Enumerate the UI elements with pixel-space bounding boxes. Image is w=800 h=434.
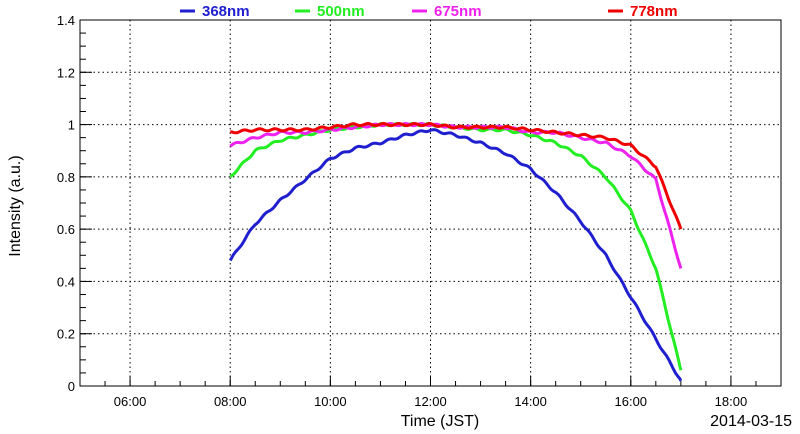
series-layer [228,122,683,382]
legend-item: 368nm [180,3,250,20]
series-line [229,122,683,371]
grid [80,20,781,386]
x-tick-label: 14:00 [514,394,547,409]
series-line [228,128,683,382]
legend-label: 500nm [317,3,365,20]
legend-item: 675nm [412,3,482,20]
x-axis-title: Time (JST) [401,413,480,430]
y-tick-label: 1.2 [57,65,75,80]
legend: 368nm 500nm 675nm 778nm [180,3,678,20]
y-tick-label: 1.4 [57,13,75,28]
x-tick-label: 12:00 [414,394,447,409]
series-778nm [229,122,683,230]
y-tick-label: 0.4 [57,274,75,289]
legend-item: 500nm [295,3,365,20]
series-675nm [229,122,683,269]
series-368nm [228,128,683,382]
legend-label: 778nm [630,3,678,20]
y-tick-label: 1 [68,118,75,133]
date-label: 2014-03-15 [710,413,792,430]
series-line [229,122,683,269]
axis-ticks: 06:00 08:00 10:00 12:00 14:00 16:00 18:00 0 0.2 0… [57,13,782,409]
x-tick-label: 06:00 [114,394,147,409]
y-tick-label: 0 [68,379,75,394]
legend-label: 368nm [202,3,250,20]
series-500nm [229,122,683,371]
x-tick-label: 10:00 [314,394,347,409]
y-tick-label: 0.6 [57,222,75,237]
legend-label: 675nm [434,3,482,20]
y-tick-label: 0.2 [57,327,75,342]
x-tick-label: 18:00 [715,394,748,409]
series-line [229,122,683,230]
x-tick-label: 08:00 [214,394,247,409]
y-tick-label: 0.8 [57,170,75,185]
y-axis-title: Intensity (a.u.) [7,155,24,256]
x-tick-label: 16:00 [615,394,648,409]
legend-item: 778nm [608,3,678,20]
